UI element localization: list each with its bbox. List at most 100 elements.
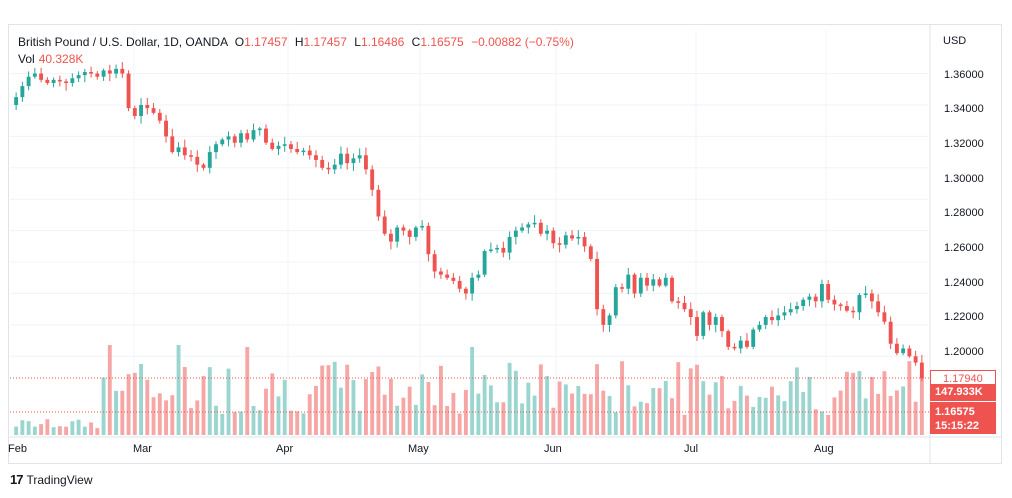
candle-body: [139, 104, 143, 116]
candle-body: [576, 236, 581, 239]
volume-bar: [289, 410, 293, 435]
chart-legend: British Pound / U.S. Dollar, 1D, OANDA O…: [18, 35, 574, 49]
volume-bar: [432, 405, 437, 435]
candle-body: [476, 274, 481, 278]
candle-body: [913, 356, 918, 363]
volume-bar: [276, 396, 281, 435]
volume-bar: [426, 382, 431, 435]
candle-body: [432, 254, 437, 272]
volume-bar: [376, 366, 381, 435]
candle-body: [301, 150, 306, 153]
volume-bar: [170, 395, 175, 435]
candle-body: [851, 310, 856, 313]
candle-body: [613, 287, 618, 316]
candle-body: [888, 321, 893, 344]
volume-bar: [382, 394, 387, 435]
volume-bar: [257, 410, 262, 435]
candle-body: [151, 108, 156, 113]
candle-body: [363, 155, 368, 170]
close-value: 1.16575: [420, 35, 464, 49]
x-tick: Apr: [276, 443, 294, 455]
volume-bar: [520, 403, 525, 435]
volume-bar: [413, 404, 418, 435]
volume-bar: [201, 376, 206, 435]
volume-bar: [438, 365, 443, 435]
volume-bar: [570, 393, 575, 435]
volume-bar: [151, 397, 156, 435]
candle-body: [32, 73, 37, 77]
volume-bar: [488, 385, 493, 435]
candle-body: [682, 302, 687, 310]
volume-bar: [132, 372, 137, 435]
volume-bar: [251, 405, 256, 435]
chart-frame[interactable]: [8, 24, 1002, 464]
volume-bar: [670, 398, 674, 435]
candle-body: [70, 78, 75, 83]
change-value: −0.00882 (−0.75%): [471, 35, 574, 49]
volume-bar: [101, 377, 106, 435]
volume-bar: [601, 390, 606, 435]
y-tick: 1.28000: [944, 207, 984, 219]
candle-body: [745, 340, 749, 347]
candle-body: [14, 97, 19, 105]
volume-bar: [220, 413, 225, 435]
candle-body: [339, 153, 343, 165]
volume-bar: [801, 391, 806, 435]
candle-body: [76, 75, 81, 79]
volume-bar: [532, 395, 537, 435]
volume-bar: [70, 421, 75, 435]
candle-body: [495, 247, 500, 250]
volume-bar: [501, 402, 506, 435]
candle-body: [651, 279, 656, 286]
currency-label: USD: [943, 35, 967, 47]
volume-bar: [295, 411, 300, 435]
y-tick: 1.36000: [944, 69, 984, 81]
y-tick: 1.26000: [944, 242, 984, 254]
volume-bar: [407, 386, 412, 435]
volume-bar: [232, 412, 237, 435]
y-tick: 1.22000: [944, 311, 984, 323]
volume-bar: [107, 345, 112, 435]
volume-bar: [495, 402, 500, 435]
volume-bar: [770, 386, 774, 435]
candle-body: [557, 243, 562, 245]
volume-bar: [20, 420, 25, 435]
candle-body: [245, 133, 250, 140]
candle-body: [907, 348, 912, 357]
volume-bar: [395, 405, 400, 435]
volume-bar: [732, 400, 737, 435]
candle-body: [726, 331, 731, 347]
candle-body: [357, 155, 362, 159]
candle-body: [232, 136, 237, 143]
candle-body: [257, 128, 262, 131]
volume-bar: [545, 376, 550, 435]
volume-bar: [626, 385, 631, 435]
tradingview-logo-icon: 17: [10, 472, 24, 487]
candle-body: [857, 295, 862, 313]
candle-body: [676, 301, 681, 303]
volume-bar: [351, 380, 356, 435]
symbol-label: British Pound / U.S. Dollar, 1D, OANDA: [18, 35, 228, 49]
candle-body: [220, 139, 225, 145]
volume-bar: [857, 371, 862, 435]
tradingview-footer[interactable]: 17 TradingView: [10, 472, 93, 487]
volume-bar: [919, 375, 924, 435]
candle-body: [395, 227, 400, 242]
x-tick: Jul: [684, 443, 699, 455]
volume-bar: [695, 364, 699, 435]
candle-body: [738, 340, 743, 349]
volume-bar: [513, 370, 518, 435]
volume-bar: [838, 390, 843, 435]
candle-body: [64, 81, 69, 83]
candle-body: [595, 258, 599, 310]
volume-bar: [894, 390, 899, 435]
candle-body: [89, 71, 94, 74]
volume-bar: [913, 401, 918, 435]
volume-bar: [869, 377, 874, 435]
volume-bar: [851, 372, 856, 435]
volume-bar: [844, 371, 849, 435]
candle-body: [807, 296, 812, 300]
high-label: H: [294, 35, 304, 49]
volume-bar: [819, 411, 824, 435]
